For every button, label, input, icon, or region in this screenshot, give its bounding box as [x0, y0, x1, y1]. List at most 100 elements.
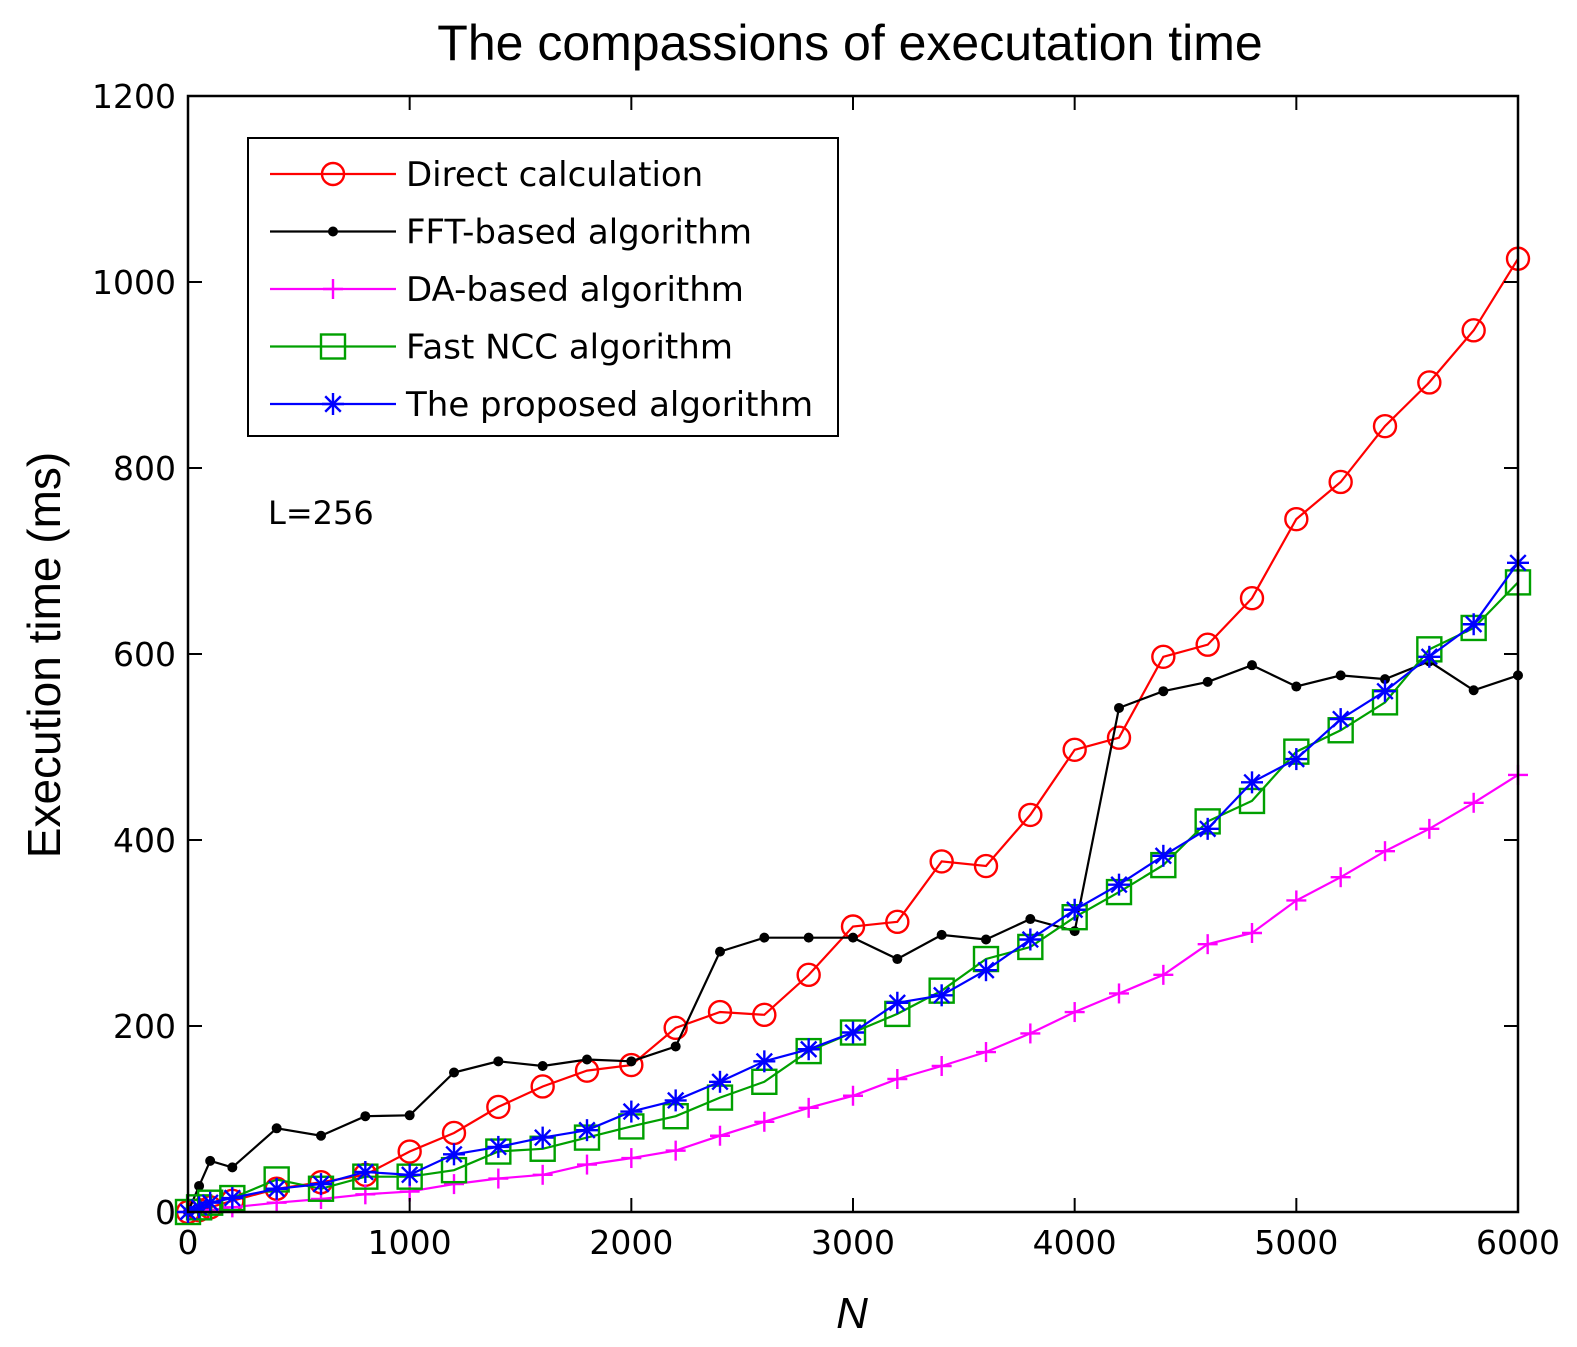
x-tick-label-1: 1000: [368, 1223, 452, 1262]
series-4-point-10: [531, 1126, 554, 1149]
series-2-point-16: [798, 1097, 819, 1118]
series-0-point-29: [1372, 413, 1398, 439]
series-0-point-27: [1284, 506, 1309, 532]
series-1-point-18: [892, 954, 903, 965]
series-2-point-6: [355, 1184, 376, 1205]
series-4-point-9: [487, 1135, 510, 1158]
series-2-point-30: [1419, 818, 1440, 839]
series-2-point-15: [754, 1111, 775, 1132]
series-3: [174, 569, 1532, 1226]
series-2-point-17: [843, 1085, 863, 1106]
series-2: [178, 764, 1528, 1222]
legend-item-4: The proposed algorithm: [270, 385, 813, 425]
series-1-point-15: [759, 932, 770, 943]
legend-label-3: Fast NCC algorithm: [406, 328, 733, 368]
series-0-point-10: [530, 1074, 555, 1099]
legend-label-0: Direct calculation: [406, 155, 703, 195]
series-0-point-21: [1018, 802, 1043, 828]
legend-label-1: FFT-based algorithm: [406, 213, 752, 253]
series-4-point-28: [1329, 708, 1352, 731]
series-1-point-5: [316, 1130, 326, 1141]
chart-annotation: L=256: [268, 494, 374, 532]
series-0-point-23: [1106, 725, 1132, 750]
series-4-point-22: [1063, 898, 1086, 921]
series-4-point-21: [1019, 928, 1042, 951]
series-0-point-12: [619, 1052, 644, 1078]
series-0-point-13: [663, 1015, 688, 1041]
x-tick-label-5: 5000: [1254, 1223, 1338, 1262]
series-0-point-14: [707, 999, 733, 1025]
x-tick-label-3: 3000: [811, 1223, 895, 1262]
series-0-point-28: [1328, 469, 1353, 495]
series-2-point-8: [444, 1174, 464, 1195]
series-1: [183, 656, 1523, 1217]
legend: Direct calculation FFT-based algorithm DA-…: [247, 137, 839, 437]
series-0-point-9: [486, 1094, 511, 1120]
series-1-point-28: [1335, 670, 1346, 681]
series-4-point-11: [576, 1119, 598, 1142]
legend-item-1: FFT-based algorithm: [270, 213, 752, 253]
series-4-point-24: [1152, 844, 1175, 867]
series-1-point-20: [981, 934, 991, 945]
series-4-point-14: [709, 1070, 731, 1093]
y-axis-label: Execution time (ms): [18, 452, 70, 858]
series-0-point-31: [1461, 318, 1486, 343]
series-2-point-25: [1197, 934, 1218, 955]
series-2-point-10: [532, 1164, 553, 1185]
series-2-point-26: [1242, 923, 1262, 943]
legend-marker-2: [323, 279, 343, 299]
series-1-point-26: [1247, 660, 1257, 671]
series-4-point-30: [1418, 645, 1441, 668]
series-1-point-11: [582, 1054, 592, 1065]
series-2-point-12: [621, 1148, 642, 1169]
y-tick-label-2: 400: [113, 821, 176, 860]
series-0-point-20: [973, 853, 999, 879]
series-1-point-16: [803, 932, 814, 943]
series-0-point-25: [1195, 632, 1220, 657]
x-tick-label-4: 4000: [1033, 1223, 1117, 1262]
series-3-point-17: [839, 1019, 867, 1046]
series-4-point-26: [1241, 771, 1263, 794]
series-line-4: [187, 562, 1519, 1214]
legend-marker-4: [322, 393, 344, 415]
series-4-point-3: [221, 1187, 244, 1210]
y-tick-label-4: 800: [113, 449, 176, 488]
series-1-point-14: [715, 946, 725, 957]
series-2-point-9: [488, 1168, 509, 1189]
series-1-point-22: [1069, 926, 1080, 937]
legend-box: [247, 137, 839, 437]
series-2-point-29: [1375, 841, 1395, 862]
x-tick-label-2: 2000: [589, 1223, 673, 1262]
series-1-point-3: [227, 1162, 238, 1173]
series-2-point-19: [931, 1055, 952, 1076]
series-2-point-22: [1064, 1002, 1085, 1023]
series-4-point-15: [753, 1050, 776, 1073]
series-1-point-17: [848, 932, 858, 943]
legend-item-3: Fast NCC algorithm: [270, 328, 733, 368]
series-1-point-10: [537, 1060, 548, 1071]
series-1-point-31: [1468, 685, 1479, 696]
series-4-point-5: [310, 1173, 332, 1196]
y-tick-label-1: 200: [113, 1007, 176, 1046]
legend-marker-1: [328, 226, 338, 237]
y-tick-label-6: 1200: [92, 77, 176, 116]
series-0-point-15: [752, 1002, 777, 1028]
y-tick-label-0: 0: [155, 1193, 176, 1232]
series-0-point-7: [397, 1139, 422, 1164]
series-4-point-19: [930, 984, 953, 1007]
series-0-point-18: [885, 909, 910, 935]
series-line-2: [187, 773, 1519, 1214]
legend-label-2: DA-based algorithm: [406, 270, 744, 310]
series-0-point-22: [1062, 737, 1087, 762]
series-4-point-2: [199, 1191, 222, 1214]
series-1-point-19: [936, 929, 947, 940]
series-4: [177, 551, 1529, 1223]
series-2-point-27: [1286, 890, 1307, 911]
series-4-point-7: [398, 1163, 421, 1186]
series-2-point-18: [887, 1069, 908, 1090]
series-4-point-16: [797, 1038, 820, 1061]
series-1-point-8: [449, 1067, 459, 1078]
series-0-point-19: [929, 849, 954, 874]
series-2-point-13: [665, 1140, 686, 1161]
series-2-point-28: [1330, 867, 1351, 888]
